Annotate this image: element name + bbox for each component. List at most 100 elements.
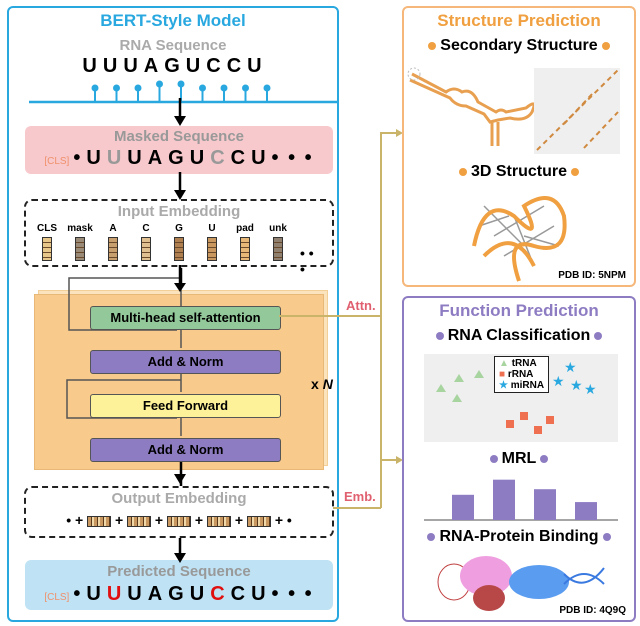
- output-embedding-vectors: • + + + + + + •: [66, 512, 292, 528]
- multi-head-self-attention-block: Multi-head self-attention: [90, 306, 281, 330]
- pin-head: [156, 80, 163, 88]
- nucleotide: U: [102, 55, 120, 77]
- pin-head: [220, 84, 228, 92]
- repeat-n: N: [322, 376, 333, 392]
- pin-head: [134, 84, 142, 92]
- function-pdb-id: PDB ID: 4Q9Q: [559, 605, 626, 616]
- nucleotide: A: [147, 147, 165, 169]
- predicted-sequence-label: Predicted Sequence: [107, 563, 251, 580]
- structure-prediction-panel: Structure Prediction Secondary Structure…: [402, 6, 636, 287]
- token-unk: unk: [263, 223, 293, 261]
- nucleotide: G: [164, 55, 182, 77]
- nucleotide: G: [168, 583, 186, 605]
- svg-text:★: ★: [570, 377, 583, 393]
- nucleotide: U: [86, 583, 103, 605]
- attn-label: Attn.: [346, 298, 376, 313]
- token-vector: [240, 237, 250, 261]
- legend-mirna-text: miRNA: [510, 380, 545, 391]
- pin-head: [263, 84, 271, 92]
- nucleotide: A: [143, 55, 161, 77]
- feed-forward-block: Feed Forward: [90, 394, 281, 418]
- classification-plot: ★ ★ ★ ★ ▲ tRNA ■ rRNA ★ miRNA: [424, 354, 618, 442]
- legend-mirna: ★ miRNA: [499, 380, 545, 391]
- cls-token: [CLS]: [44, 156, 70, 167]
- token-vector: [141, 237, 151, 261]
- svg-text:★: ★: [552, 373, 565, 389]
- token-G: G: [164, 223, 194, 261]
- legend-rrna-text: rRNA: [507, 369, 534, 380]
- ellipsis: • • •: [300, 245, 314, 277]
- nucleotide: U: [106, 583, 124, 605]
- add-norm-block-1: Add & Norm: [90, 350, 281, 374]
- nucleotide: U: [82, 55, 99, 77]
- masked-sequence-label: Masked Sequence: [113, 128, 245, 145]
- token-vector: [273, 237, 283, 261]
- nucleotide: U: [251, 147, 268, 169]
- mrl-bar: [493, 479, 515, 520]
- nucleotide: C: [230, 583, 248, 605]
- rna-classification-text: RNA Classification: [447, 327, 591, 344]
- nucleotide: U: [251, 583, 268, 605]
- nucleotide: U: [123, 55, 140, 77]
- output-embedding-box: Output Embedding • + + + + + + •: [24, 486, 334, 538]
- nucleotide: G: [168, 147, 186, 169]
- nucleotide: U: [189, 147, 207, 169]
- emb-label: Emb.: [344, 489, 376, 504]
- rna-protein-binding-label: RNA-Protein Binding: [404, 528, 634, 546]
- pin-head: [242, 84, 249, 92]
- token-vector: [174, 237, 184, 261]
- structure-pdb-id: PDB ID: 5NPM: [558, 270, 626, 281]
- embedding-vector: [206, 515, 231, 527]
- nucleotide: U: [106, 147, 124, 169]
- nucleotide: U: [189, 583, 207, 605]
- 3d-structure-text: 3D Structure: [470, 163, 568, 180]
- nucleotide: C: [210, 583, 227, 605]
- nucleotide: U: [127, 583, 144, 605]
- predicted-sequence-box: Predicted Sequence [CLS] • U U U A G U C C U • • •: [25, 560, 333, 610]
- nucleotide: C: [230, 147, 248, 169]
- nucleotide: A: [147, 583, 165, 605]
- pin-head: [91, 84, 99, 92]
- token-CLS: CLS: [32, 223, 62, 261]
- pin-head: [199, 84, 206, 92]
- pin-head: [177, 80, 185, 88]
- mrl-text: MRL: [501, 450, 537, 467]
- nucleotide: C: [206, 55, 223, 77]
- function-title: Function Prediction: [439, 301, 599, 320]
- add-norm-block-2: Add & Norm: [90, 438, 281, 462]
- secondary-structure-image: [407, 67, 536, 146]
- token-C: C: [131, 223, 161, 261]
- x-n-label: x N: [311, 376, 333, 392]
- ellipsis: • • •: [271, 583, 314, 605]
- 3d-structure-label: 3D Structure: [404, 163, 634, 181]
- token-vector: [207, 237, 217, 261]
- connector-lines: [279, 129, 403, 509]
- output-embedding-label: Output Embedding: [111, 490, 247, 507]
- ellipsis: • • •: [271, 147, 314, 169]
- pin-head: [113, 84, 120, 92]
- token-mask: mask: [65, 223, 95, 261]
- cls-token: [CLS]: [44, 592, 70, 603]
- input-embedding-label: Input Embedding: [117, 203, 241, 220]
- contact-map: [534, 68, 620, 154]
- predicted-sequence: [CLS] • U U U A G U C C U • • •: [44, 583, 314, 605]
- nucleotide: U: [185, 55, 203, 77]
- mrl-bar: [452, 494, 474, 520]
- token-vector: [75, 237, 85, 261]
- nucleotide: C: [210, 147, 227, 169]
- structure-title: Structure Prediction: [437, 11, 601, 30]
- nucleotide: U: [86, 147, 103, 169]
- token-vector: [42, 237, 52, 261]
- svg-text:★: ★: [584, 381, 597, 397]
- legend-trna: ▲ tRNA: [499, 358, 537, 369]
- rna-classification-label: RNA Classification: [404, 327, 634, 345]
- nucleotide: C: [226, 55, 244, 77]
- svg-text:★: ★: [564, 359, 577, 375]
- sequence-pins: [29, 80, 337, 104]
- masked-sequence: [CLS] • U U U A G U C C U • • •: [44, 147, 314, 169]
- token-U: U: [197, 223, 227, 261]
- secondary-structure-label: Secondary Structure: [404, 37, 634, 55]
